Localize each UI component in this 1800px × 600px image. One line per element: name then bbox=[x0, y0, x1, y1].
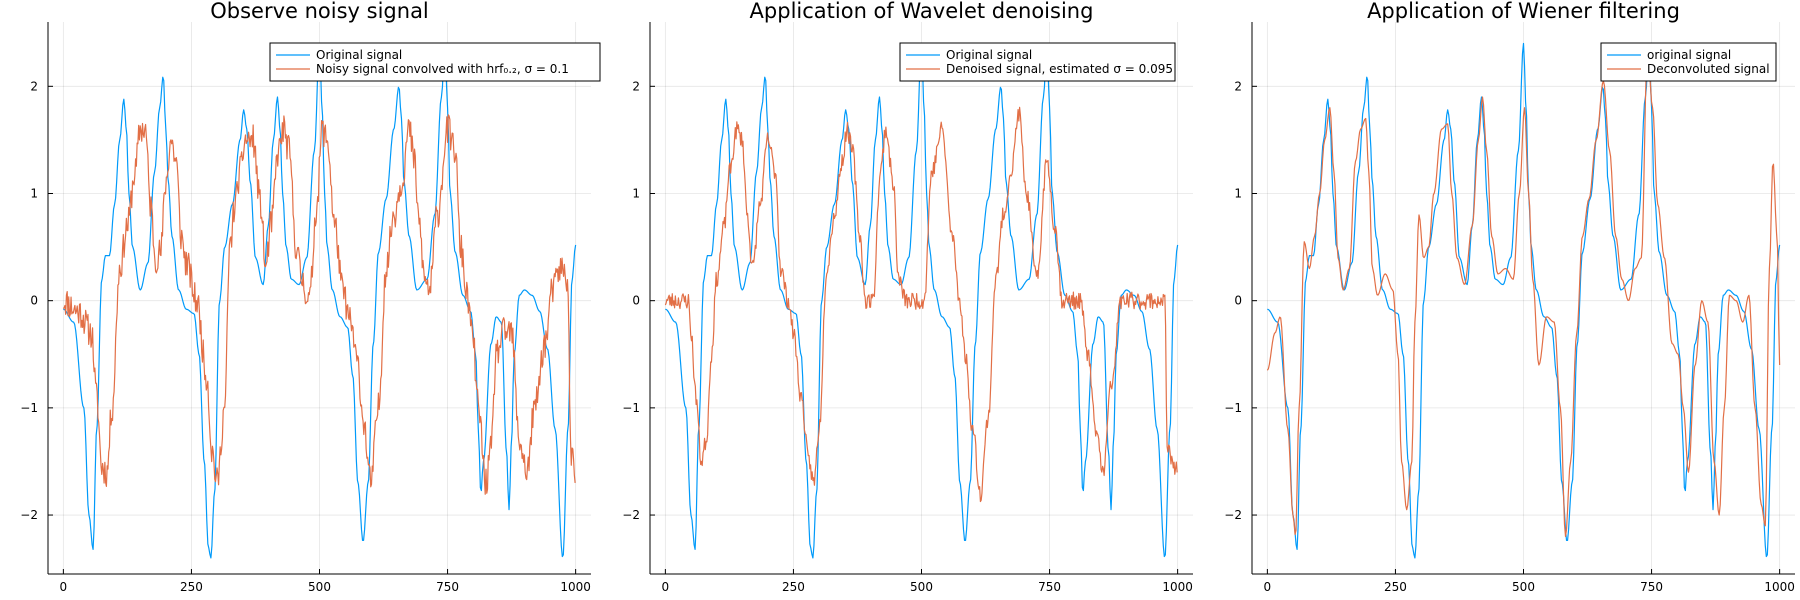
legend-label: Noisy signal convolved with hrf₀.₂, σ = … bbox=[316, 62, 569, 76]
x-tick-label: 750 bbox=[1640, 580, 1663, 594]
x-tick-label: 0 bbox=[1264, 580, 1272, 594]
grid bbox=[650, 22, 1193, 574]
y-tick-label: 0 bbox=[30, 294, 38, 308]
y-tick-label: −2 bbox=[20, 508, 38, 522]
y-tick-label: −2 bbox=[1224, 508, 1242, 522]
chart-title: Application of Wavelet denoising bbox=[750, 0, 1094, 23]
processed-signal-line bbox=[62, 114, 576, 495]
legend-box bbox=[899, 42, 1176, 82]
x-tick-label: 0 bbox=[662, 580, 670, 594]
x-tick-label: 250 bbox=[1384, 580, 1407, 594]
x-tick-label: 250 bbox=[180, 580, 203, 594]
legend-box bbox=[269, 42, 601, 82]
subplot-2: 0 250 500 750 1000 −2 −1 0 1 2 Application of Wave… bbox=[622, 0, 1193, 594]
y-tick-label: −1 bbox=[1224, 401, 1242, 415]
x-tick-label: 0 bbox=[60, 580, 68, 594]
subplot-3: 0 250 500 750 1000 −2 −1 0 1 2 Application of Wien… bbox=[1224, 0, 1795, 594]
x-tick-label: 750 bbox=[1038, 580, 1061, 594]
x-tick-label: 500 bbox=[1512, 580, 1535, 594]
y-tick-label: −1 bbox=[622, 401, 640, 415]
y-tick-label: 0 bbox=[1234, 294, 1242, 308]
legend-label: original signal bbox=[1647, 48, 1731, 62]
processed-signal-line bbox=[1266, 48, 1781, 538]
y-tick-label: −1 bbox=[20, 401, 38, 415]
y-tick-label: 2 bbox=[30, 79, 38, 93]
original-signal-line bbox=[1267, 42, 1781, 559]
x-tick-label: 1000 bbox=[560, 580, 591, 594]
legend-box bbox=[1600, 42, 1777, 82]
legend-label: Original signal bbox=[946, 48, 1032, 62]
y-tick-label: 2 bbox=[632, 79, 640, 93]
legend-label: Denoised signal, estimated σ = 0.095 bbox=[946, 62, 1173, 76]
y-tick-label: 1 bbox=[1234, 186, 1242, 200]
y-tick-label: 1 bbox=[632, 186, 640, 200]
y-tick-label: 2 bbox=[1234, 79, 1242, 93]
x-tick-label: 1000 bbox=[1764, 580, 1795, 594]
y-tick-label: −2 bbox=[622, 508, 640, 522]
subplot-1: 0 250 500 750 1000 −2 −1 0 1 2 Observe noisy signa… bbox=[20, 0, 601, 594]
series-group bbox=[1266, 42, 1781, 559]
legend-label: Deconvoluted signal bbox=[1647, 62, 1770, 76]
legend-label: Original signal bbox=[316, 48, 402, 62]
x-tick-label: 1000 bbox=[1162, 580, 1193, 594]
x-tick-label: 500 bbox=[308, 580, 331, 594]
x-tick-label: 250 bbox=[782, 580, 805, 594]
processed-signal-line bbox=[664, 106, 1178, 503]
x-tick-label: 750 bbox=[436, 580, 459, 594]
chart-title: Application of Wiener filtering bbox=[1367, 0, 1680, 23]
y-tick-label: 1 bbox=[30, 186, 38, 200]
chart-title: Observe noisy signal bbox=[210, 0, 429, 23]
x-tick-label: 500 bbox=[910, 580, 933, 594]
y-tick-label: 0 bbox=[632, 294, 640, 308]
